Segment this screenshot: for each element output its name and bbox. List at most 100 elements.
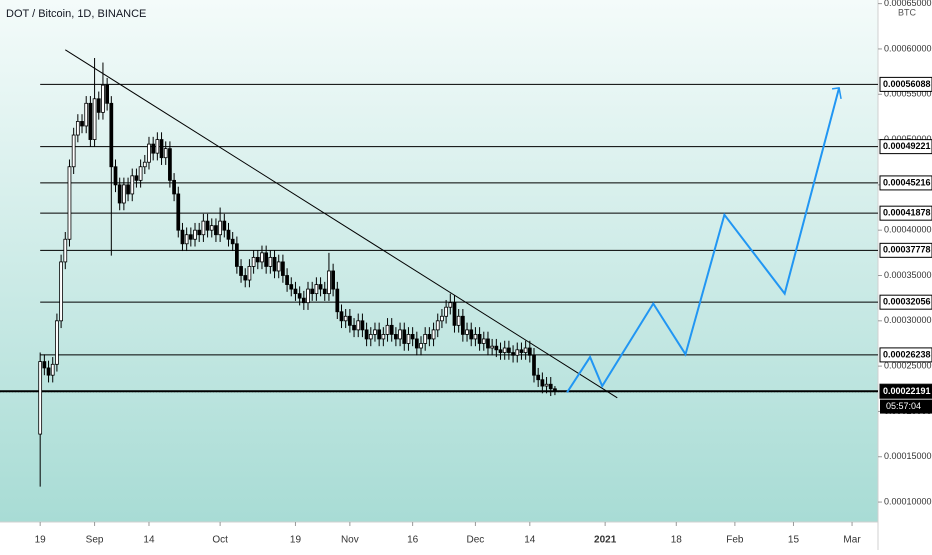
candle-body bbox=[373, 329, 377, 335]
candle-body bbox=[306, 288, 310, 304]
candle-body bbox=[544, 383, 549, 387]
candle-body bbox=[130, 175, 135, 195]
countdown-label: 05:57:04 bbox=[886, 401, 921, 411]
candle-body bbox=[394, 334, 398, 340]
level-label-box bbox=[879, 175, 932, 191]
candle-body bbox=[343, 315, 348, 322]
candle-body bbox=[46, 367, 51, 376]
candle-body bbox=[59, 261, 63, 322]
candle-body bbox=[540, 379, 545, 387]
candle-body bbox=[251, 256, 256, 267]
x-tick-label: 16 bbox=[407, 535, 419, 546]
y-tick-label: 0.00065000 bbox=[884, 0, 932, 8]
candle-body bbox=[381, 334, 386, 340]
candle-body bbox=[142, 161, 147, 168]
candle-body bbox=[205, 220, 210, 231]
candle-body bbox=[368, 334, 373, 340]
candle-body bbox=[84, 102, 89, 127]
x-tick-label: 14 bbox=[524, 535, 536, 546]
candle-body bbox=[188, 234, 193, 240]
candle-body bbox=[498, 349, 503, 353]
candle-body bbox=[477, 334, 482, 344]
candle-body bbox=[138, 166, 143, 181]
candle-body bbox=[377, 329, 382, 340]
candle-body bbox=[105, 84, 109, 104]
candle-body bbox=[147, 143, 151, 163]
x-tick-label: 18 bbox=[671, 535, 683, 546]
level-label-box bbox=[879, 294, 932, 310]
candle-body bbox=[109, 102, 114, 168]
candle-body bbox=[201, 220, 206, 236]
projection-path bbox=[566, 87, 841, 393]
x-tick-label: Dec bbox=[467, 535, 485, 546]
level-label-box bbox=[879, 76, 932, 92]
candle-body bbox=[268, 256, 273, 267]
candle-body bbox=[180, 229, 185, 245]
candle-body bbox=[134, 175, 139, 181]
candle-body bbox=[293, 288, 298, 295]
candle-body bbox=[481, 338, 486, 344]
candle-body bbox=[389, 324, 394, 335]
candle-body bbox=[80, 121, 84, 127]
x-tick-label: 15 bbox=[788, 535, 800, 546]
candle-body bbox=[122, 184, 126, 204]
countdown-box bbox=[880, 399, 932, 414]
unit-label: BTC bbox=[898, 7, 917, 17]
candle-body bbox=[209, 225, 214, 231]
x-tick-label: Nov bbox=[341, 535, 359, 546]
candle-body bbox=[364, 329, 369, 340]
candle-body bbox=[385, 324, 390, 335]
y-tick-label: 0.00035000 bbox=[884, 270, 932, 280]
level-label: 0.00049221 bbox=[883, 141, 931, 151]
candle-body bbox=[414, 338, 419, 349]
candle-body bbox=[452, 302, 457, 326]
candle-body bbox=[398, 329, 402, 340]
candle-body bbox=[515, 349, 520, 356]
last-price-label: 0.00022191 bbox=[883, 386, 931, 396]
candle-body bbox=[50, 363, 55, 376]
candle-body bbox=[356, 320, 361, 331]
candle-body bbox=[553, 388, 557, 392]
y-tick-label: 0.00055000 bbox=[884, 89, 932, 99]
level-label: 0.00041878 bbox=[883, 208, 931, 218]
y-tick-label: 0.00015000 bbox=[884, 451, 932, 461]
x-tick-label: 14 bbox=[143, 535, 155, 546]
candle-body bbox=[235, 243, 239, 267]
candle-body bbox=[126, 184, 130, 195]
candle-body bbox=[519, 349, 524, 353]
candle-body bbox=[63, 238, 68, 263]
candle-body bbox=[96, 98, 101, 113]
candle-body bbox=[406, 334, 411, 344]
level-label: 0.00026238 bbox=[883, 349, 931, 359]
candle-body bbox=[335, 288, 340, 313]
candle-body bbox=[322, 288, 327, 295]
candle-body bbox=[239, 266, 243, 276]
candle-body bbox=[38, 361, 43, 435]
projection-arrowhead bbox=[831, 87, 842, 100]
candle-body bbox=[402, 329, 407, 344]
x-tick-label: Oct bbox=[212, 535, 228, 546]
candle-body bbox=[247, 266, 252, 281]
candle-body bbox=[172, 179, 176, 195]
candle-body bbox=[310, 288, 315, 295]
level-label: 0.00032056 bbox=[883, 297, 931, 307]
candle-body bbox=[101, 84, 105, 113]
candle-body bbox=[532, 354, 536, 376]
candle-body bbox=[527, 347, 532, 356]
candle-body bbox=[255, 256, 260, 263]
candle-body bbox=[440, 315, 444, 322]
candle-body bbox=[281, 261, 285, 276]
candle-body bbox=[490, 345, 495, 349]
candle-body bbox=[75, 121, 80, 136]
y-tick-label: 0.00050000 bbox=[884, 134, 932, 144]
y-tick-label: 0.00060000 bbox=[884, 43, 932, 53]
candle-body bbox=[494, 345, 499, 351]
x-tick-label: 2021 bbox=[594, 535, 617, 546]
last-price-box bbox=[880, 384, 932, 399]
candle-body bbox=[193, 229, 197, 240]
level-label: 0.00056088 bbox=[883, 79, 931, 89]
candle-body bbox=[55, 320, 59, 365]
y-tick-label: 0.00030000 bbox=[884, 315, 932, 325]
